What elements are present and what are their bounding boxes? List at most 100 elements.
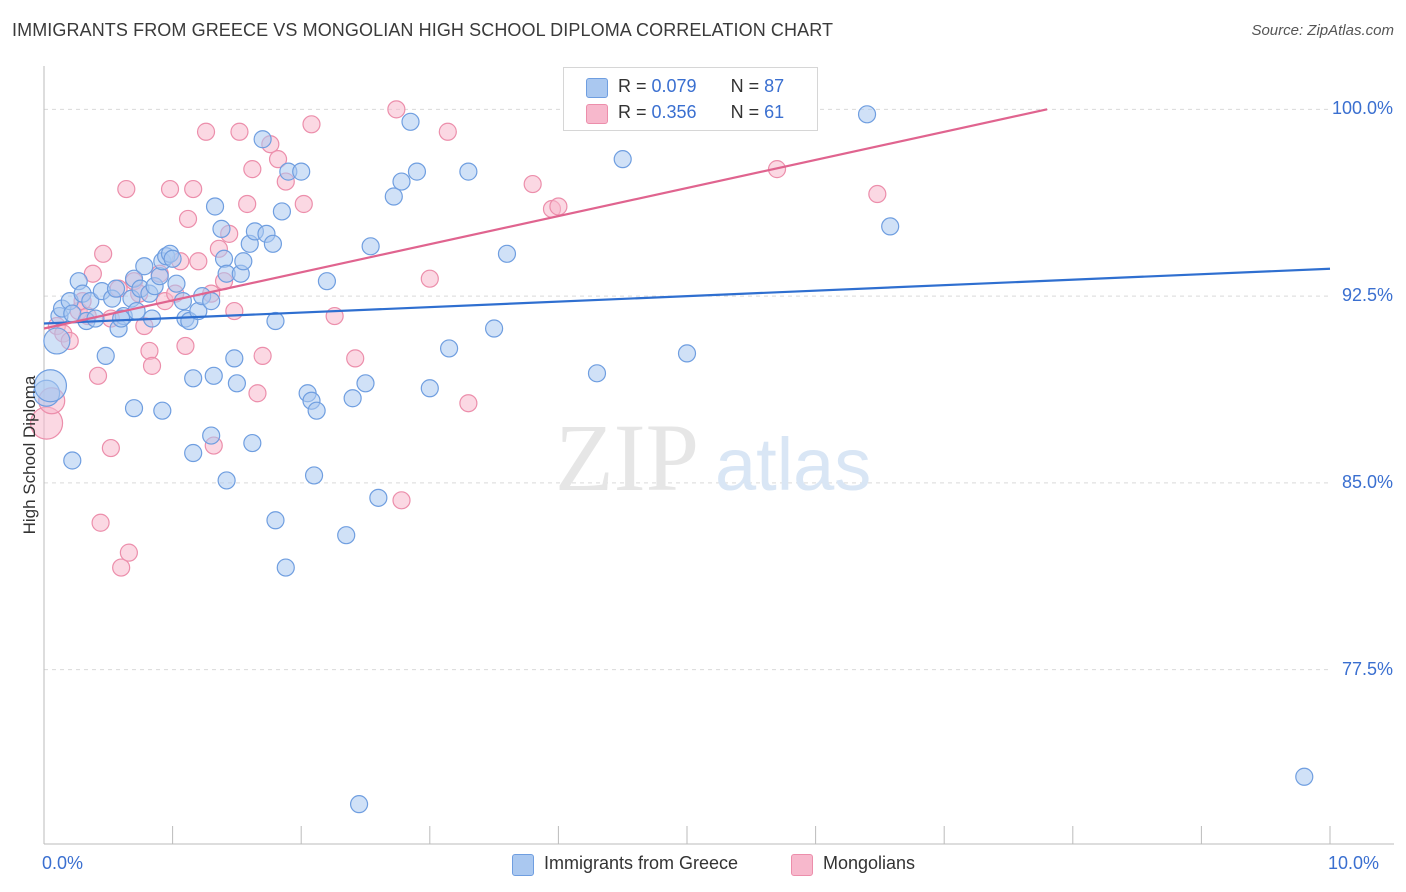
watermark: ZIP atlas (555, 404, 871, 511)
data-point (401, 112, 420, 131)
trend-line-greece (43, 267, 1331, 325)
trend-lines (43, 108, 1331, 330)
legend-n-label: N = (730, 76, 765, 96)
data-point (96, 346, 115, 365)
axes (43, 66, 1394, 845)
data-point (304, 466, 324, 485)
data-point (438, 122, 457, 141)
data-point (112, 309, 131, 328)
data-point (243, 160, 262, 179)
data-point (217, 471, 236, 490)
data-point (384, 187, 403, 206)
data-point (225, 349, 244, 368)
data-point (63, 451, 82, 470)
data-point (140, 341, 159, 361)
data-point (204, 366, 223, 385)
data-point (485, 319, 504, 338)
data-point (230, 122, 249, 141)
data-point (302, 115, 321, 134)
data-point (356, 374, 375, 393)
data-point (142, 356, 162, 375)
data-point (868, 184, 887, 204)
legend-r-label: R = (618, 76, 652, 96)
data-point (253, 346, 272, 365)
data-point (292, 162, 311, 181)
legend-n-value: 87 (764, 76, 785, 96)
data-point (189, 252, 208, 271)
data-point (263, 234, 283, 253)
data-point (248, 384, 267, 403)
data-point (94, 244, 113, 263)
data-point (439, 339, 459, 358)
data-point (294, 194, 313, 214)
data-point (392, 491, 411, 510)
data-point (549, 197, 568, 216)
data-point (234, 252, 253, 271)
x-tick-label: 10.0% (1328, 853, 1380, 873)
data-point (677, 344, 697, 363)
data-point (253, 130, 272, 149)
y-tick-label: 100.0% (1331, 98, 1393, 119)
data-point (119, 543, 138, 562)
bottom-legend-label-mongolians: Mongolians (823, 853, 916, 873)
legend-r-value: 0.356 (651, 102, 697, 122)
watermark-zip: ZIP (555, 404, 699, 511)
data-point (212, 219, 231, 238)
data-point (369, 488, 388, 507)
data-point (238, 194, 257, 214)
legend-swatch-pink (586, 104, 608, 124)
data-point (361, 237, 380, 256)
data-point (523, 174, 542, 194)
y-tick-label: 77.5% (1341, 658, 1393, 679)
data-point (83, 264, 102, 283)
watermark-atlas: atlas (715, 423, 871, 506)
data-point (202, 292, 221, 311)
data-point (343, 389, 362, 408)
data-point (101, 438, 120, 458)
data-point (387, 100, 406, 119)
data-point (349, 795, 369, 814)
data-point (587, 364, 607, 383)
data-point (184, 179, 203, 199)
data-point (196, 122, 216, 141)
data-point (202, 426, 221, 445)
data-point (117, 179, 136, 199)
data-point (167, 274, 186, 293)
data-point (127, 301, 146, 321)
data-point (227, 374, 246, 393)
legend-n-label: N = (730, 102, 765, 122)
data-point (317, 272, 337, 291)
data-point (243, 433, 262, 453)
bottom-legend-swatch-pink (791, 854, 813, 876)
data-point (613, 150, 632, 169)
legend-n-value: 61 (764, 102, 785, 122)
data-point (33, 369, 68, 403)
source-label: Source: ZipAtlas.com (1251, 22, 1394, 39)
data-point (153, 401, 172, 420)
data-point (135, 257, 154, 276)
y-axis-label: High School Diploma (20, 375, 39, 535)
data-point (88, 366, 108, 385)
data-point (268, 150, 288, 169)
data-point (420, 269, 439, 288)
trend-line-mongolians (43, 108, 1048, 330)
bottom-legend-swatch-blue (512, 854, 534, 876)
data-point (81, 292, 100, 311)
data-point (184, 443, 203, 463)
y-tick-label: 85.0% (1341, 471, 1393, 492)
data-point (160, 179, 180, 199)
data-point (214, 249, 234, 268)
bottom-legend-label-greece: Immigrants from Greece (544, 853, 739, 873)
data-point (459, 394, 478, 413)
data-point (266, 511, 285, 530)
data-point (1295, 767, 1314, 786)
data-point (420, 379, 439, 398)
data-point (124, 399, 144, 418)
data-point (857, 105, 877, 124)
chart-title: IMMIGRANTS FROM GREECE VS MONGOLIAN HIGH… (12, 20, 834, 40)
data-point (225, 301, 244, 321)
data-point (392, 172, 411, 191)
data-point (176, 336, 195, 356)
legend-r-value: 0.079 (651, 76, 697, 96)
